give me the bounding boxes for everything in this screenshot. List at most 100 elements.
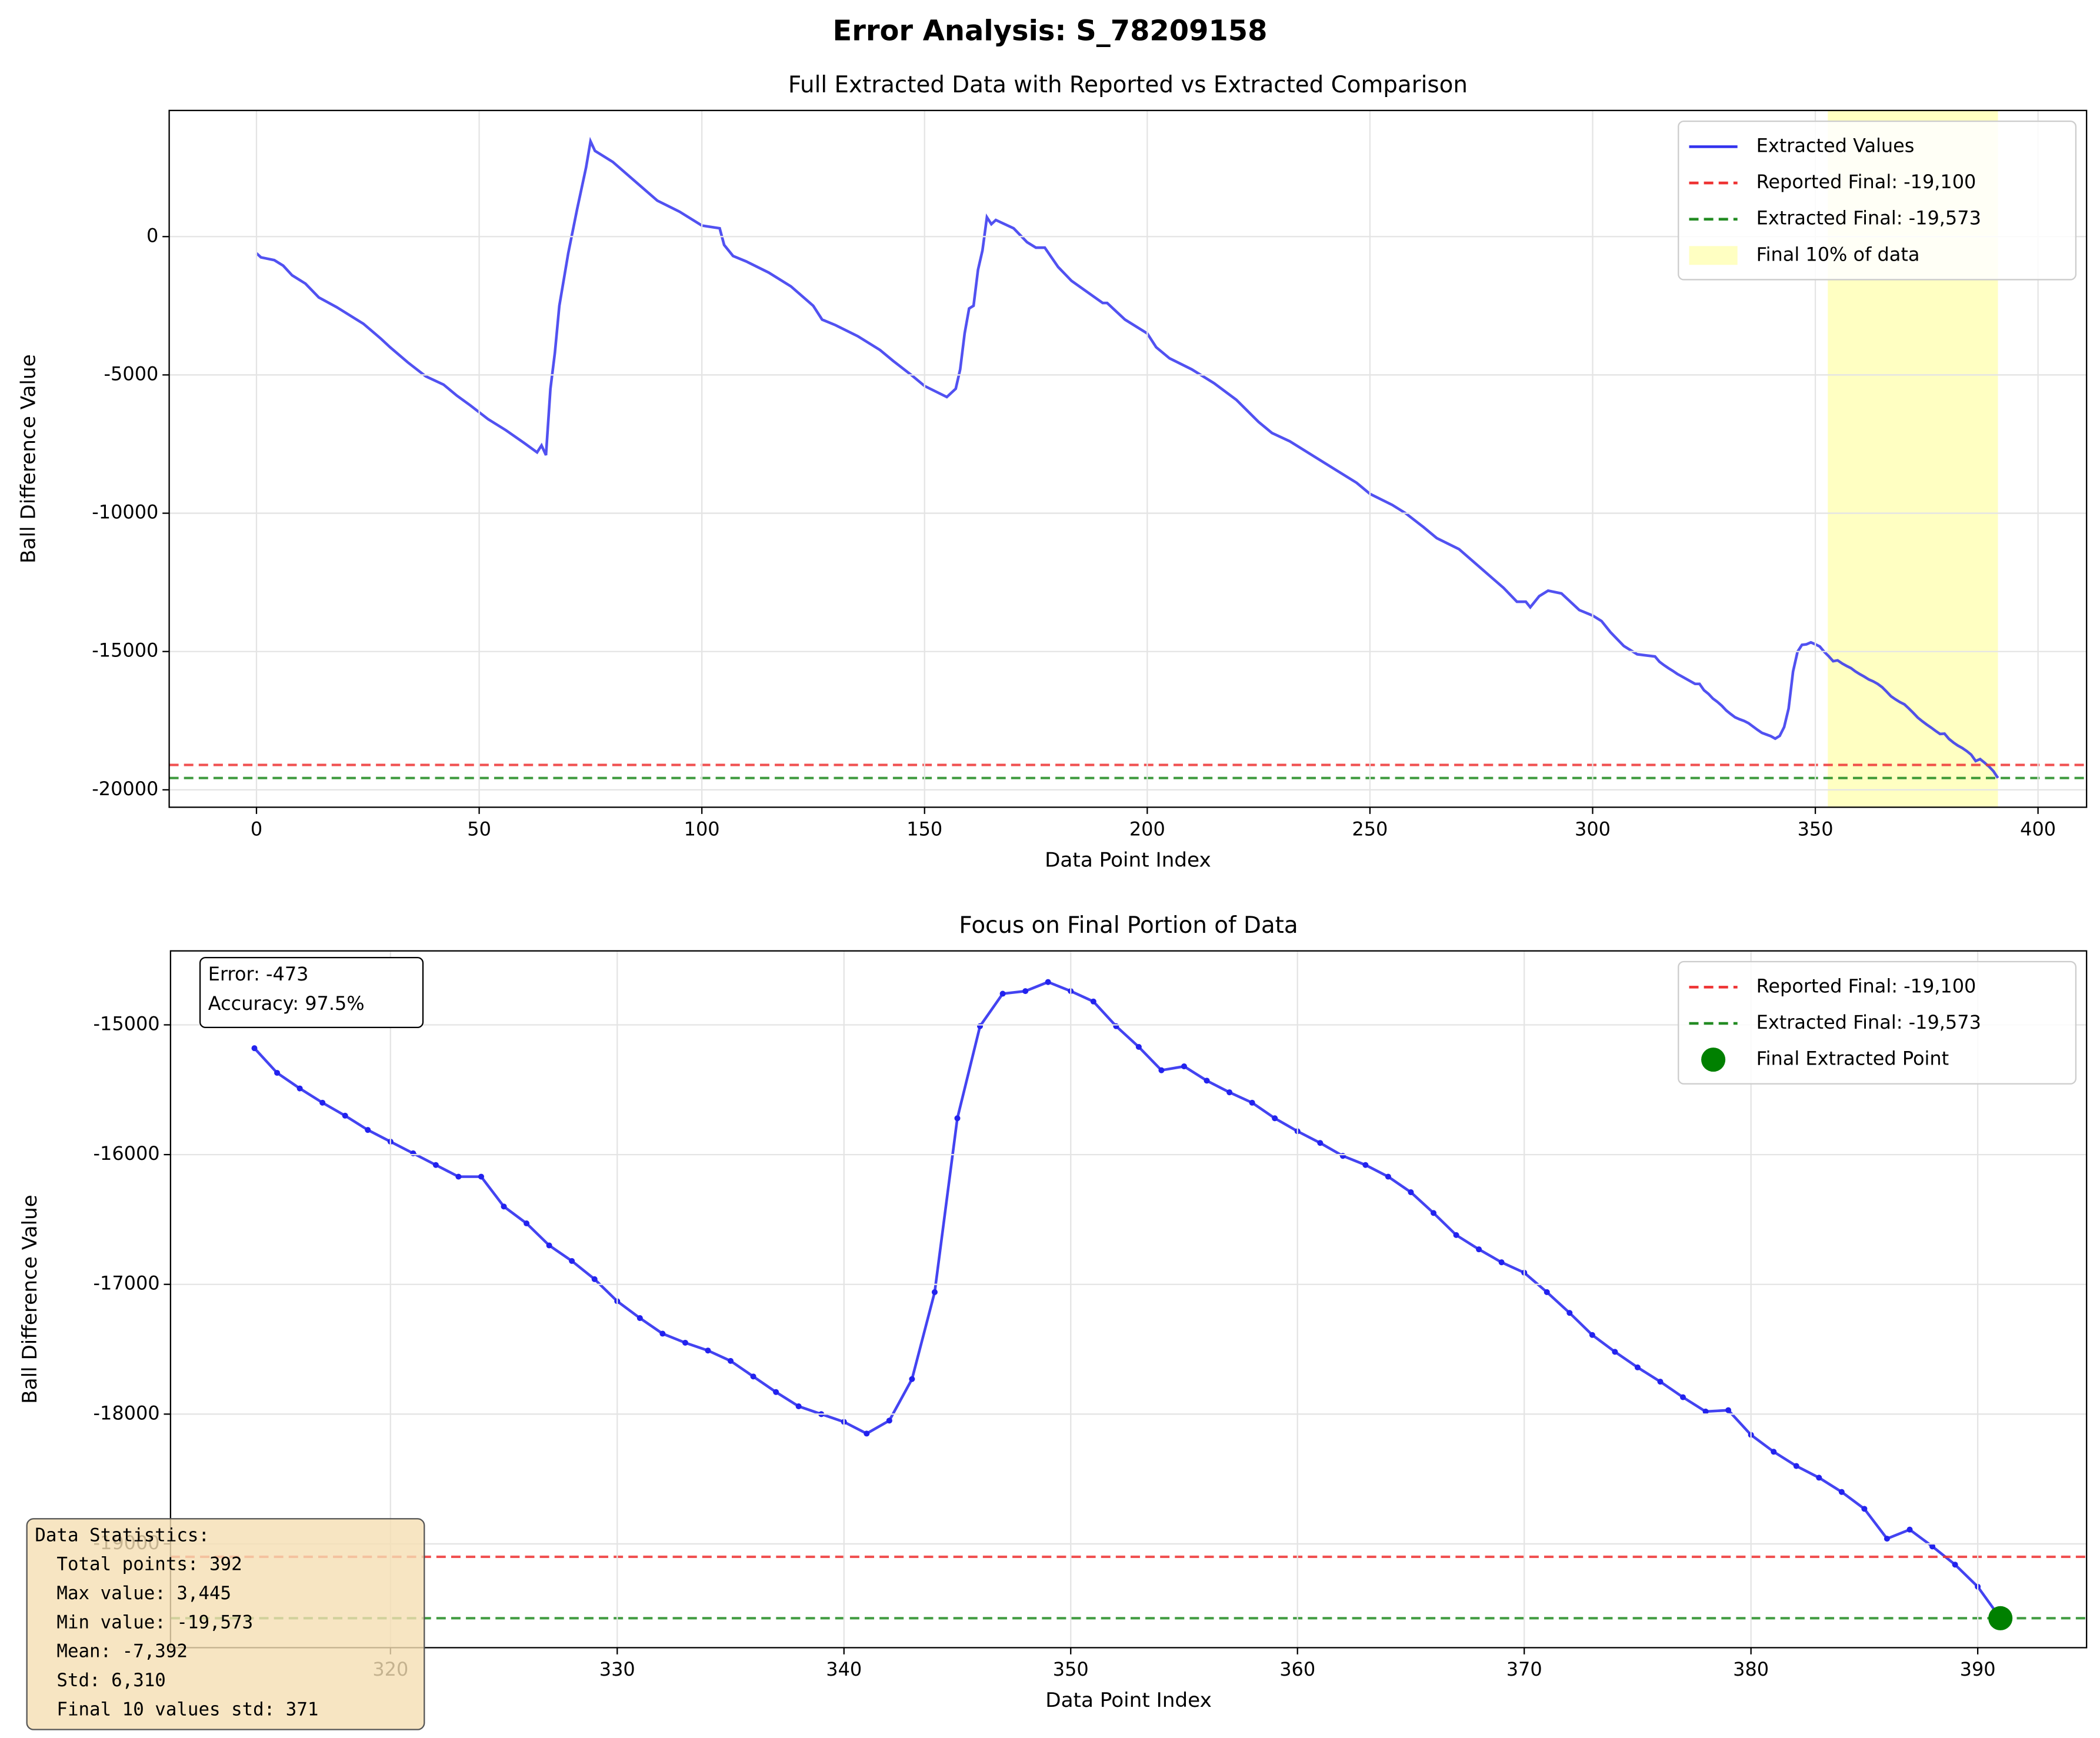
data-point bbox=[1544, 1289, 1550, 1295]
legend-swatch bbox=[1701, 1048, 1726, 1072]
annotation-text: Accuracy: 97.5% bbox=[208, 992, 365, 1015]
data-point bbox=[1408, 1189, 1414, 1196]
x-axis-label: Data Point Index bbox=[1045, 1689, 1212, 1712]
x-tick-label: 0 bbox=[251, 818, 262, 840]
data-point bbox=[1362, 1162, 1369, 1168]
stats-line: Final 10 values std: 371 bbox=[35, 1699, 318, 1720]
y-tick-label: -18000 bbox=[94, 1402, 160, 1424]
legend-label: Final 10% of data bbox=[1756, 243, 1920, 265]
stats-line: Max value: 3,445 bbox=[35, 1583, 231, 1604]
y-tick-label: -5000 bbox=[104, 362, 159, 385]
data-line bbox=[253, 980, 2002, 1619]
x-tick-label: 150 bbox=[906, 818, 942, 840]
data-point bbox=[569, 1257, 575, 1265]
data-point bbox=[1861, 1506, 1868, 1512]
data-point bbox=[1566, 1310, 1573, 1316]
data-point bbox=[1634, 1364, 1641, 1370]
x-tick-label: 380 bbox=[1733, 1658, 1769, 1680]
data-point bbox=[795, 1403, 802, 1410]
data-point bbox=[636, 1315, 643, 1322]
data-point bbox=[296, 1085, 303, 1092]
data-point bbox=[1498, 1259, 1505, 1266]
data-point bbox=[999, 990, 1006, 997]
stats-line: Min value: -19,573 bbox=[35, 1612, 253, 1633]
data-point bbox=[773, 1389, 779, 1395]
data-point bbox=[954, 1115, 961, 1122]
data-point bbox=[727, 1357, 734, 1364]
x-tick-label: 50 bbox=[467, 818, 491, 840]
data-point bbox=[659, 1330, 666, 1337]
x-tick-label: 100 bbox=[684, 818, 720, 840]
x-tick-label: 340 bbox=[826, 1658, 862, 1680]
y-axis-label: Ball Difference Value bbox=[17, 354, 41, 563]
data-point bbox=[931, 1289, 938, 1295]
x-tick-label: 370 bbox=[1506, 1658, 1542, 1680]
y-tick-label: -20000 bbox=[92, 778, 158, 800]
data-point bbox=[705, 1347, 711, 1354]
data-point bbox=[546, 1242, 552, 1249]
legend-label: Reported Final: -19,100 bbox=[1756, 171, 1976, 193]
stats-line: Std: 6,310 bbox=[35, 1670, 166, 1691]
legend-box bbox=[1678, 120, 2077, 281]
data-point bbox=[478, 1173, 485, 1180]
data-point bbox=[1680, 1394, 1686, 1400]
data-point bbox=[342, 1112, 348, 1119]
data-point bbox=[1158, 1067, 1165, 1073]
data-point bbox=[1884, 1536, 1890, 1542]
data-point bbox=[319, 1099, 326, 1106]
data-point bbox=[591, 1276, 598, 1282]
axes-frame bbox=[169, 950, 2088, 1649]
data-point bbox=[1929, 1543, 1936, 1550]
final-point bbox=[1988, 1606, 2013, 1630]
data-point bbox=[1226, 1089, 1233, 1096]
x-tick-label: 330 bbox=[599, 1658, 635, 1680]
data-point bbox=[524, 1220, 530, 1227]
data-point bbox=[909, 1376, 915, 1382]
legend-label: Extracted Final: -19,573 bbox=[1756, 1011, 1981, 1033]
data-point bbox=[1181, 1063, 1187, 1070]
data-point bbox=[1317, 1140, 1324, 1146]
data-point bbox=[1476, 1246, 1482, 1253]
y-tick-label: -15000 bbox=[94, 1012, 160, 1035]
plot-area bbox=[170, 979, 2087, 1622]
data-point bbox=[1793, 1463, 1799, 1469]
y-tick-label: -15000 bbox=[92, 639, 158, 662]
data-point bbox=[1385, 1173, 1391, 1180]
y-axis-label: Ball Difference Value bbox=[18, 1195, 42, 1404]
x-tick-label: 250 bbox=[1352, 818, 1388, 840]
data-point bbox=[1045, 979, 1051, 985]
data-point bbox=[1771, 1449, 1777, 1455]
x-tick-label: 350 bbox=[1053, 1658, 1089, 1680]
data-point bbox=[1022, 988, 1029, 995]
data-point bbox=[1113, 1023, 1119, 1029]
x-tick-label: 200 bbox=[1129, 818, 1165, 840]
data-point bbox=[410, 1150, 416, 1156]
data-point bbox=[1702, 1408, 1709, 1415]
data-point bbox=[1906, 1526, 1913, 1533]
stats-line: Mean: -7,392 bbox=[35, 1641, 188, 1662]
legend-label: Final Extracted Point bbox=[1756, 1048, 1949, 1070]
data-point bbox=[1725, 1407, 1732, 1413]
data-point bbox=[1135, 1043, 1142, 1050]
data-point bbox=[1816, 1475, 1822, 1481]
data-point bbox=[1838, 1489, 1845, 1495]
data-point bbox=[365, 1127, 371, 1133]
data-point bbox=[886, 1417, 892, 1424]
data-point bbox=[682, 1339, 688, 1346]
y-tick-label: -17000 bbox=[94, 1272, 160, 1295]
data-point bbox=[274, 1070, 281, 1076]
data-point bbox=[1952, 1562, 1958, 1568]
x-tick-label: 360 bbox=[1279, 1658, 1315, 1680]
data-point bbox=[977, 1023, 984, 1029]
subplot-title: Full Extracted Data with Reported vs Ext… bbox=[788, 72, 1468, 98]
data-point bbox=[750, 1373, 756, 1380]
axes-frame bbox=[168, 109, 2088, 808]
subplot-title: Focus on Final Portion of Data bbox=[959, 912, 1298, 939]
stats-line: Data Statistics: bbox=[35, 1524, 209, 1546]
data-point bbox=[1090, 998, 1096, 1005]
stats-box bbox=[26, 1518, 425, 1730]
data-point bbox=[1249, 1099, 1255, 1106]
annotation-text: Error: -473 bbox=[208, 963, 309, 985]
